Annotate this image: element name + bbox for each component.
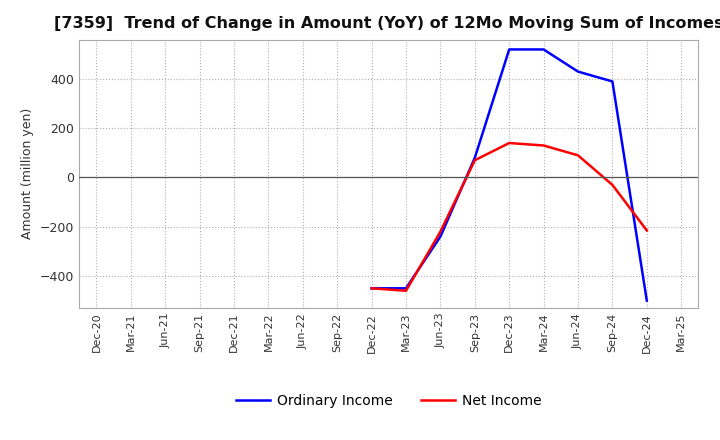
Net Income (470, 158, 479, 163)
Y-axis label: Amount (million yen): Amount (million yen) (22, 108, 35, 239)
Ordinary Income (505, 47, 513, 52)
Ordinary Income (470, 155, 479, 161)
Line: Ordinary Income: Ordinary Income (372, 49, 647, 301)
Ordinary Income (402, 286, 410, 291)
Ordinary Income (367, 286, 376, 291)
Net Income (539, 143, 548, 148)
Net Income (642, 228, 651, 233)
Net Income (402, 288, 410, 293)
Net Income (505, 140, 513, 146)
Legend: Ordinary Income, Net Income: Ordinary Income, Net Income (230, 389, 548, 414)
Title: [7359]  Trend of Change in Amount (YoY) of 12Mo Moving Sum of Incomes: [7359] Trend of Change in Amount (YoY) o… (54, 16, 720, 32)
Net Income (574, 153, 582, 158)
Ordinary Income (642, 298, 651, 303)
Ordinary Income (539, 47, 548, 52)
Net Income (436, 229, 445, 235)
Line: Net Income: Net Income (372, 143, 647, 291)
Ordinary Income (574, 69, 582, 74)
Net Income (367, 286, 376, 291)
Ordinary Income (608, 79, 617, 84)
Net Income (608, 182, 617, 187)
Ordinary Income (436, 234, 445, 239)
